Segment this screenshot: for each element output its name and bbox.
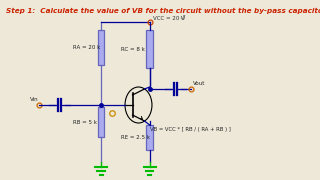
Bar — [146, 30, 153, 68]
Bar — [98, 30, 104, 65]
Text: RC = 8 k: RC = 8 k — [121, 46, 145, 51]
Text: VB = VCC * [ RB / ( RA + RB ) ]: VB = VCC * [ RB / ( RA + RB ) ] — [150, 127, 231, 132]
Text: Vout: Vout — [193, 80, 205, 86]
Bar — [146, 125, 153, 150]
Text: RB = 5 k: RB = 5 k — [73, 120, 97, 125]
Text: Vin: Vin — [30, 96, 39, 102]
Text: ↺: ↺ — [180, 15, 186, 21]
Text: VCC = 20 V: VCC = 20 V — [153, 15, 185, 21]
Bar — [98, 107, 104, 137]
Text: RE = 2.5 k: RE = 2.5 k — [121, 135, 150, 140]
Text: RA = 20 k: RA = 20 k — [73, 45, 100, 50]
Text: Step 1:  Calculate the value of VB for the circuit without the by-pass capacitor: Step 1: Calculate the value of VB for th… — [6, 8, 320, 14]
